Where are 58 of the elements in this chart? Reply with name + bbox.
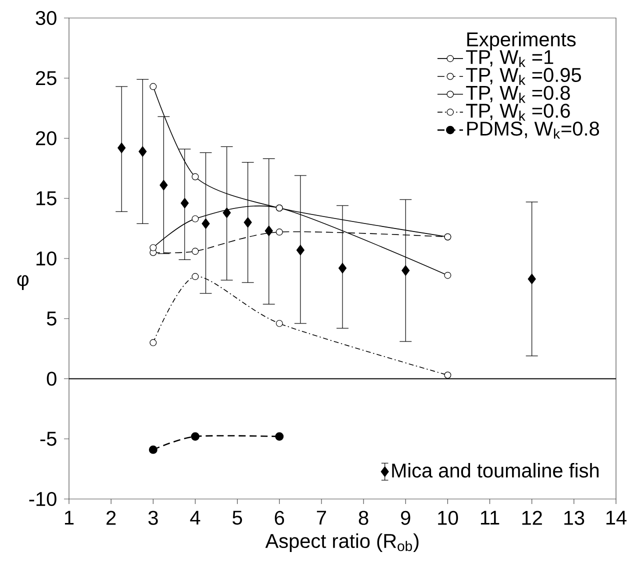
point xyxy=(148,445,158,454)
point xyxy=(202,218,210,229)
y-tick-label: 15 xyxy=(36,191,56,206)
point xyxy=(444,272,452,279)
x-tick-label: 9 xyxy=(401,510,410,525)
x-tick-label: 12 xyxy=(522,510,542,525)
point xyxy=(150,83,157,90)
y-tick-label: -5 xyxy=(40,432,56,446)
point xyxy=(190,432,200,441)
point xyxy=(180,198,189,208)
x-axis-title: Aspect ratio (R$_{ob}$) xyxy=(265,533,418,552)
point xyxy=(222,208,231,218)
x-tick-label: 6 xyxy=(274,510,284,525)
point xyxy=(192,173,199,180)
y-tick-label: 20 xyxy=(36,131,56,146)
x-tick-label: 7 xyxy=(316,510,326,525)
x-tick-label: 1 xyxy=(64,510,74,525)
y-tick-label: 25 xyxy=(36,71,56,86)
y-tick-label: 30 xyxy=(36,10,56,26)
legend-label: TP, W$_{k}$ =0.8 xyxy=(466,86,570,103)
x-tick-label: 3 xyxy=(148,510,158,525)
point xyxy=(296,244,304,256)
x-tick-label: 10 xyxy=(438,510,458,525)
point xyxy=(150,244,157,252)
legend-label: Mica and toumaline fish xyxy=(392,462,599,478)
legend-title: Experiments xyxy=(467,32,576,50)
legend-label: PDMS, W$_{k}$=0.8 xyxy=(467,122,600,139)
point xyxy=(192,248,199,255)
point xyxy=(276,320,283,327)
y-axis-title: φ xyxy=(17,275,28,290)
point xyxy=(138,146,147,157)
point xyxy=(118,142,126,154)
point xyxy=(192,273,199,280)
legend-label: TP, W$_{k}$ =0.6 xyxy=(466,104,570,121)
legend-label: TP, W$_{k}$ =0.95 xyxy=(466,68,581,85)
point xyxy=(402,265,410,276)
x-tick-label: 5 xyxy=(232,510,242,525)
x-tick-label: 4 xyxy=(190,510,200,525)
point xyxy=(244,217,252,228)
x-tick-label: 2 xyxy=(106,510,116,525)
y-tick-label: 10 xyxy=(36,251,56,266)
x-tick-label: 8 xyxy=(358,510,368,525)
point xyxy=(276,228,283,236)
legend-label: TP, W$_{k}$ =1 xyxy=(466,50,554,68)
point xyxy=(264,226,273,236)
point xyxy=(150,339,157,346)
y-tick-label: 5 xyxy=(46,312,56,326)
point xyxy=(528,274,536,284)
point xyxy=(338,262,347,274)
point xyxy=(275,432,284,441)
point xyxy=(192,215,199,222)
x-tick-label: 11 xyxy=(480,510,500,525)
x-tick-label: 13 xyxy=(564,510,584,525)
x-tick-label: 14 xyxy=(606,510,627,525)
point xyxy=(160,180,168,190)
point xyxy=(444,372,452,379)
y-tick-label: -10 xyxy=(29,492,56,506)
y-tick-label: 0 xyxy=(46,372,56,386)
